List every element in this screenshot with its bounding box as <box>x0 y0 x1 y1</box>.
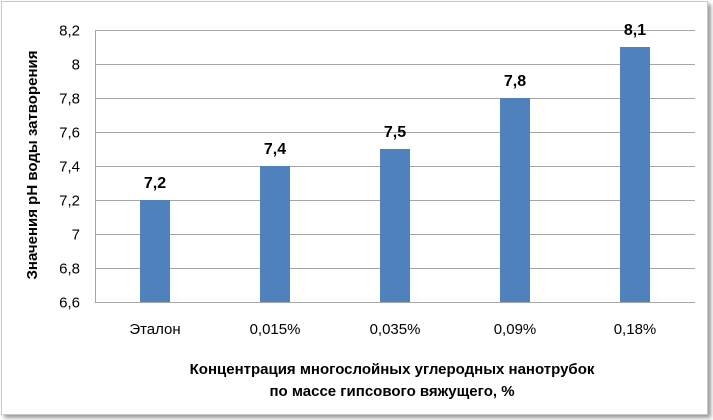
x-category-labels: Эталон 0,015% 0,035% 0,09% 0,18% <box>129 321 656 338</box>
gridlines <box>95 30 695 303</box>
y-tick-label: 7,8 <box>59 91 80 108</box>
bar <box>620 47 650 302</box>
y-tick-labels: 6,6 6,8 7 7,2 7,4 7,6 7,8 8 8,2 <box>59 23 80 312</box>
x-category-label: 0,09% <box>494 321 537 338</box>
bars <box>140 47 650 302</box>
bar <box>140 200 170 302</box>
bar <box>260 166 290 302</box>
y-tick-label: 7,2 <box>59 193 80 210</box>
x-axis-title-line-1: Концентрация многослойных углеродных нан… <box>190 361 595 378</box>
data-label: 7,5 <box>384 124 406 141</box>
x-category-label: 0,035% <box>370 321 421 338</box>
y-tick-label: 8 <box>72 57 80 74</box>
x-category-label: 0,18% <box>614 321 657 338</box>
bar <box>500 98 530 302</box>
y-axis-title: Значения рН воды затворения <box>24 51 41 280</box>
y-tick-label: 6,8 <box>59 261 80 278</box>
x-axis-title-line-2: по массе гипсового вяжущего, % <box>269 383 514 400</box>
y-tick-label: 7,6 <box>59 125 80 142</box>
data-label: 7,4 <box>264 141 286 158</box>
y-tick-label: 7 <box>72 227 80 244</box>
data-label: 7,8 <box>504 73 526 90</box>
y-tick-label: 7,4 <box>59 159 80 176</box>
data-label: 7,2 <box>144 175 166 192</box>
x-category-label: Эталон <box>129 321 180 338</box>
y-tick-label: 6,6 <box>59 295 80 312</box>
data-labels: 7,2 7,4 7,5 7,8 8,1 <box>144 22 646 192</box>
x-category-label: 0,015% <box>250 321 301 338</box>
data-label: 8,1 <box>624 22 646 39</box>
bar <box>380 149 410 302</box>
y-tick-label: 8,2 <box>59 23 80 40</box>
chart-frame <box>1 1 708 415</box>
